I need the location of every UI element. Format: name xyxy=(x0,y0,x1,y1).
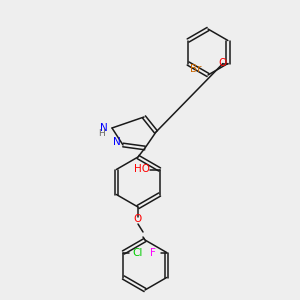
Text: H: H xyxy=(98,128,105,137)
Text: N: N xyxy=(113,137,121,147)
Text: O: O xyxy=(134,214,142,224)
Text: F: F xyxy=(150,248,156,257)
Text: Cl: Cl xyxy=(132,248,142,257)
Text: N: N xyxy=(100,123,108,133)
Text: O: O xyxy=(219,58,227,68)
Text: Br: Br xyxy=(190,64,202,74)
Text: HO: HO xyxy=(134,164,150,175)
